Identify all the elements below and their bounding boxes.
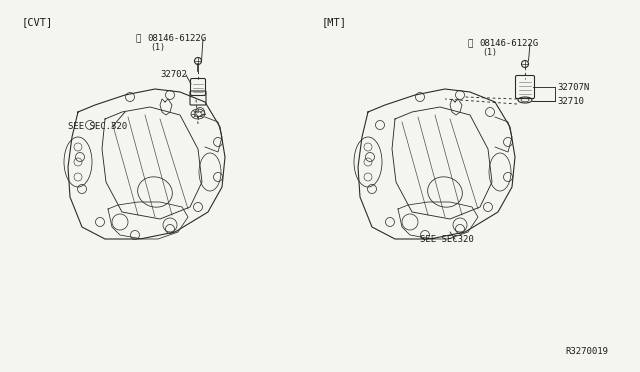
Text: (1): (1): [482, 48, 497, 57]
Text: 32710: 32710: [557, 97, 584, 106]
Text: Ⓑ: Ⓑ: [468, 39, 474, 48]
Text: [CVT]: [CVT]: [22, 17, 53, 27]
Text: R3270019: R3270019: [565, 347, 608, 356]
Text: 32707N: 32707N: [557, 83, 589, 92]
Text: Ⓑ: Ⓑ: [136, 34, 141, 43]
Text: (1): (1): [150, 43, 165, 52]
Text: [MT]: [MT]: [322, 17, 347, 27]
Text: 08146-6122G: 08146-6122G: [479, 39, 538, 48]
Text: 32702: 32702: [160, 70, 187, 79]
Text: SEE SEC320: SEE SEC320: [420, 235, 474, 244]
Text: 08146-6122G: 08146-6122G: [147, 34, 206, 43]
Text: SEE SEC.320: SEE SEC.320: [68, 122, 127, 131]
